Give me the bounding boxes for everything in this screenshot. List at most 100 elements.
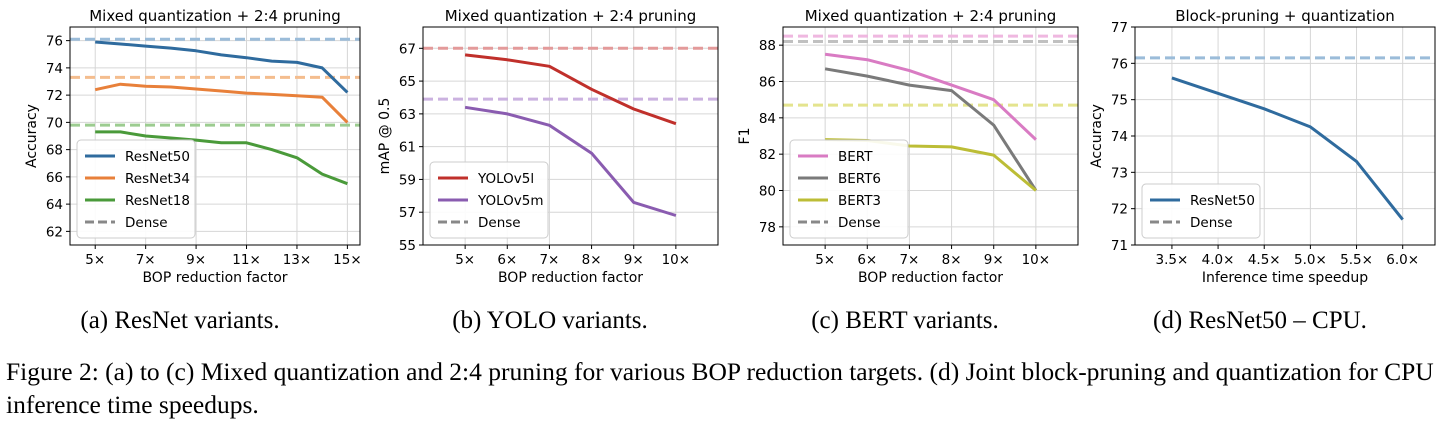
y-tick-label-5: 65 xyxy=(399,74,416,90)
chart-title: Mixed quantization + 2:4 pruning xyxy=(805,7,1057,25)
x-tick-label-0: 3.5× xyxy=(1156,252,1189,268)
y-tick-label-4: 70 xyxy=(46,115,63,131)
chart-panel-3: 5× 6× 7× 8× 9× 10× 78 80 82 84 86 88 Mixed quantizat… xyxy=(737,7,1079,286)
y-tick-label-5: 76 xyxy=(1111,56,1128,72)
x-tick-label-1: 7× xyxy=(136,252,156,268)
chart-title: Mixed quantization + 2:4 pruning xyxy=(89,7,341,25)
subcaption-a: (a) ResNet variants. xyxy=(80,307,280,334)
y-axis-label: Accuracy xyxy=(1089,104,1105,168)
y-tick-label-0: 71 xyxy=(1111,238,1128,254)
legend-label-2: BERT3 xyxy=(838,193,881,209)
legend-label-0: ResNet50 xyxy=(125,149,190,165)
x-tick-label-3: 8× xyxy=(942,252,962,268)
legend: ResNet50 ResNet34 ResNet18 Dense xyxy=(76,139,196,239)
x-tick-label-3: 8× xyxy=(582,252,602,268)
x-tick-label-5: 15× xyxy=(333,252,362,268)
y-tick-label-4: 63 xyxy=(399,107,416,123)
y-tick-label-2: 66 xyxy=(46,170,63,186)
x-tick-label-4: 9× xyxy=(984,252,1004,268)
y-tick-label-0: 78 xyxy=(759,220,776,236)
plot-frame xyxy=(782,26,1079,246)
x-tick-label-2: 9× xyxy=(186,252,206,268)
y-tick-label-1: 57 xyxy=(399,205,416,221)
legend-label-0: YOLOv5l xyxy=(477,171,534,187)
subcaption-b: (b) YOLO variants. xyxy=(452,307,648,334)
legend-label-3: Dense xyxy=(838,215,881,231)
chart-title: Block-pruning + quantization xyxy=(1175,7,1395,25)
plot-frame xyxy=(422,26,719,246)
x-tick-label-0: 5× xyxy=(815,252,835,268)
x-tick-label-2: 7× xyxy=(539,252,559,268)
x-tick-label-2: 7× xyxy=(899,252,919,268)
legend-label-0: BERT xyxy=(838,149,873,165)
legend-label-1: BERT6 xyxy=(838,171,881,187)
y-axis-label: Accuracy xyxy=(24,104,40,168)
chart-panel-4: 3.5× 4.0× 4.5× 5.0× 5.5× 6.0× 71 72 73 74 75 76 77 Bl… xyxy=(1089,7,1436,286)
x-tick-label-5: 10× xyxy=(1022,252,1051,268)
y-tick-label-6: 77 xyxy=(1111,20,1128,36)
chart-title: Mixed quantization + 2:4 pruning xyxy=(445,7,697,25)
y-tick-label-1: 72 xyxy=(1111,202,1128,218)
y-tick-label-0: 55 xyxy=(399,238,416,254)
x-tick-label-4: 13× xyxy=(283,252,312,268)
figure: 5× 7× 9× 11× 13× 15× 62 64 66 68 70 72 74 76 Mixed qua… xyxy=(24,7,1436,286)
series-line-ResNet50 xyxy=(1171,76,1404,221)
y-tick-label-5: 88 xyxy=(759,38,776,54)
series-line-YOLOv5m xyxy=(464,105,677,217)
y-tick-label-3: 61 xyxy=(399,140,416,156)
chart-panel-1: 5× 7× 9× 11× 13× 15× 62 64 66 68 70 72 74 76 Mixed qua… xyxy=(24,7,362,286)
x-tick-label-0: 5× xyxy=(455,252,475,268)
x-axis-label: BOP reduction factor xyxy=(142,270,287,286)
y-tick-label-6: 74 xyxy=(46,61,63,77)
legend-label-3: Dense xyxy=(125,215,168,231)
x-tick-label-3: 11× xyxy=(232,252,261,268)
x-tick-label-1: 6× xyxy=(497,252,517,268)
y-axis-label: mAP @ 0.5 xyxy=(377,98,393,175)
figure-panels: 5× 7× 9× 11× 13× 15× 62 64 66 68 70 72 74 76 Mixed qua… xyxy=(24,7,1436,286)
legend-box xyxy=(429,161,549,239)
subcaption-c: (c) BERT variants. xyxy=(811,307,999,334)
series-line-YOLOv5l xyxy=(464,53,677,126)
legend-box xyxy=(1141,183,1261,239)
x-tick-label-5: 6.0× xyxy=(1386,252,1419,268)
legend: YOLOv5l YOLOv5m Dense xyxy=(429,161,549,239)
y-tick-label-2: 59 xyxy=(399,172,416,188)
x-axis-label: BOP reduction factor xyxy=(498,270,643,286)
x-tick-label-1: 4.0× xyxy=(1202,252,1235,268)
x-axis-label: BOP reduction factor xyxy=(858,270,1003,286)
series-line-ResNet50 xyxy=(95,40,349,94)
chart-panel-2: 5× 6× 7× 8× 9× 10× 55 57 59 61 63 65 67 Mixed quantiz… xyxy=(377,7,719,286)
x-tick-label-0: 5× xyxy=(85,252,105,268)
y-tick-label-6: 67 xyxy=(399,41,416,57)
legend-label-1: Dense xyxy=(1190,215,1233,231)
series-line-BERT6 xyxy=(824,67,1038,192)
x-axis-label: Inference time speedup xyxy=(1202,270,1368,286)
x-tick-label-2: 4.5× xyxy=(1248,252,1281,268)
legend-label-2: Dense xyxy=(478,215,521,231)
legend: BERT BERT6 BERT3 Dense xyxy=(789,139,909,239)
x-tick-label-4: 5.5× xyxy=(1340,252,1373,268)
subcaption-d: (d) ResNet50 – CPU. xyxy=(1153,307,1367,334)
y-tick-label-4: 86 xyxy=(759,75,776,91)
legend-label-1: ResNet34 xyxy=(125,171,190,187)
legend: ResNet50 Dense xyxy=(1141,183,1261,239)
x-tick-label-3: 5.0× xyxy=(1294,252,1327,268)
y-tick-label-0: 62 xyxy=(46,224,63,240)
y-tick-label-3: 68 xyxy=(46,143,63,159)
legend-box xyxy=(789,139,909,239)
y-tick-label-3: 84 xyxy=(759,111,776,127)
x-tick-label-4: 9× xyxy=(624,252,644,268)
y-tick-label-1: 64 xyxy=(46,197,63,213)
y-tick-label-3: 74 xyxy=(1111,129,1128,145)
y-tick-label-7: 76 xyxy=(46,34,63,50)
x-tick-label-5: 10× xyxy=(662,252,691,268)
y-tick-label-1: 80 xyxy=(759,184,776,200)
series-line-ResNet34 xyxy=(94,82,349,124)
y-tick-label-2: 73 xyxy=(1111,165,1128,181)
plot-frame xyxy=(69,26,361,246)
series-line-BERT xyxy=(824,52,1037,141)
y-axis-label: F1 xyxy=(737,128,753,145)
legend-label-1: YOLOv5m xyxy=(477,193,544,209)
legend-box xyxy=(76,139,196,239)
y-tick-label-2: 82 xyxy=(759,147,776,163)
